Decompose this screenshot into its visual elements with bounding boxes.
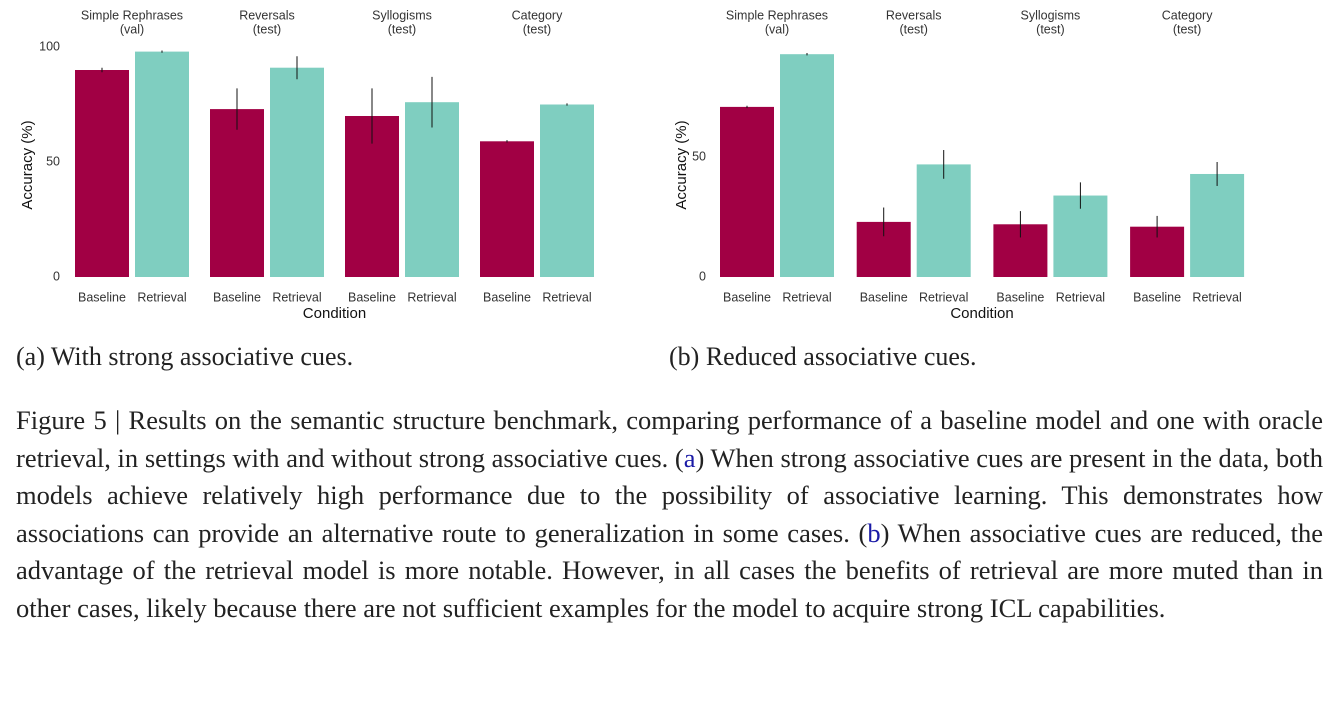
x-tick-label: Retrieval [1056,290,1105,304]
bar [405,102,459,277]
figure: 0 50 100 Accuracy (%) Condition (a) With stro… [16,8,1245,371]
y-tick-label: 100 [39,39,60,53]
x-tick-label: Baseline [348,290,396,304]
facet-title: Syllogisms [372,8,432,22]
x-tick-label: Retrieval [782,290,831,304]
caption-text: Figure 5 | Results on the semantic struc… [16,405,1323,473]
facet-split: (val) [120,22,144,36]
x-tick-label: Baseline [483,290,531,304]
x-axis-label: Condition [303,305,366,322]
bar [1053,195,1108,277]
x-tick-label: Baseline [1133,290,1181,304]
y-tick-label: 50 [692,150,706,164]
x-tick-label: Retrieval [407,290,456,304]
facet-title: Syllogisms [1021,8,1081,22]
x-tick-label: Retrieval [1192,290,1241,304]
caption-text: ) When strong associative cues are prese… [16,442,1324,548]
bar [780,54,834,277]
facet-split: (test) [899,22,927,36]
x-tick-label: Baseline [78,290,126,304]
x-tick-label: Baseline [213,290,261,304]
bar [270,67,324,277]
x-tick-label: Retrieval [542,290,591,304]
facet-split: (test) [523,22,551,36]
x-tick-label: Retrieval [272,290,321,304]
facet-split: (test) [253,22,281,36]
facet-split: (val) [765,22,789,36]
bar [720,106,774,277]
bar [210,109,264,277]
bar [480,141,534,277]
figure-ref[interactable]: b [867,517,881,548]
bar [916,164,971,277]
y-axis-label: Accuracy (%) [19,120,36,209]
facet-title: Category [512,8,563,22]
subcaption: (a) With strong associative cues. [16,342,353,371]
facet-title: Simple Rephrases [726,8,828,22]
facet-split: (test) [388,22,416,36]
y-tick-label: 0 [699,269,706,283]
x-tick-label: Retrieval [919,290,968,304]
caption-text: ) When associative cues are reduced, the… [16,517,1323,623]
bar [540,104,594,277]
y-tick-label: 0 [53,269,60,283]
x-axis-label: Condition [950,305,1013,322]
bar [1190,173,1245,277]
facet-split: (test) [1036,22,1064,36]
y-axis-label: Accuracy (%) [673,120,690,209]
subcaption: (b) Reduced associative cues. [669,342,977,371]
facet-title: Reversals [239,8,295,22]
x-tick-label: Baseline [723,290,771,304]
x-tick-label: Baseline [996,290,1044,304]
facet-title: Simple Rephrases [81,8,183,22]
figure-caption: Figure 5 | Results on the semantic struc… [16,402,1323,628]
facet-split: (test) [1173,22,1201,36]
facet-title: Category [1162,8,1213,22]
figure-ref[interactable]: a [683,442,696,473]
facet-title: Reversals [886,8,942,22]
x-tick-label: Retrieval [137,290,186,304]
bar [75,70,129,277]
y-tick-label: 50 [46,154,60,168]
bar [135,51,189,277]
x-tick-label: Baseline [860,290,908,304]
